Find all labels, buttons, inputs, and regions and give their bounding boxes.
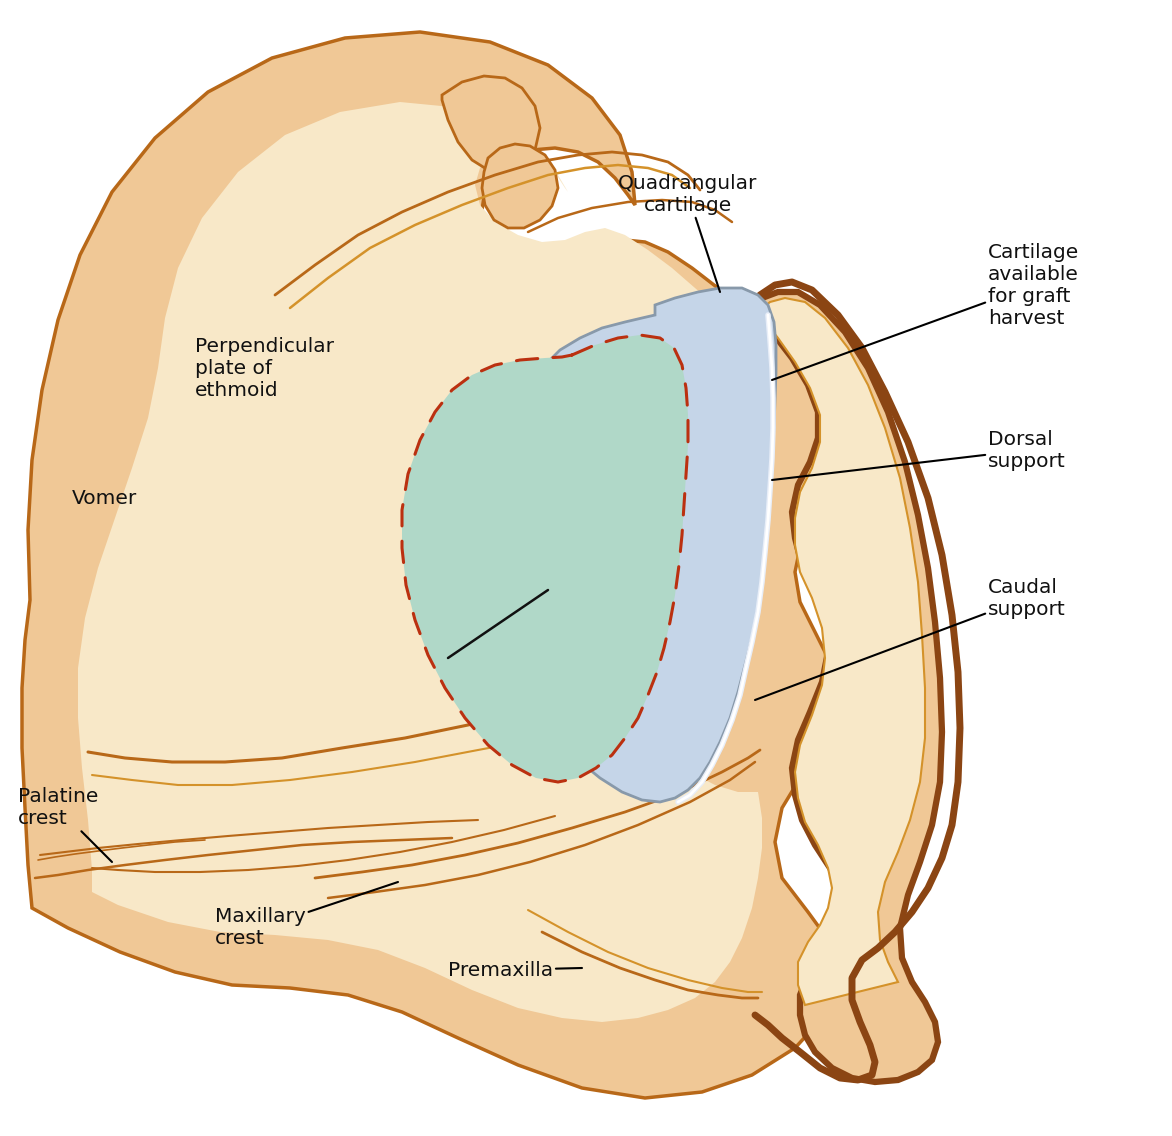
Text: Perpendicular
plate of
ethmoid: Perpendicular plate of ethmoid: [195, 336, 334, 400]
Text: Palatine
crest: Palatine crest: [18, 787, 113, 862]
Polygon shape: [748, 292, 942, 1081]
Polygon shape: [482, 144, 558, 228]
Polygon shape: [442, 76, 540, 172]
Polygon shape: [758, 298, 925, 1005]
Text: Vomer: Vomer: [71, 488, 137, 508]
Polygon shape: [22, 32, 849, 1099]
Text: Cartilage
available
for graft
harvest: Cartilage available for graft harvest: [772, 242, 1079, 381]
Polygon shape: [402, 335, 688, 782]
Text: Caudal
support: Caudal support: [755, 577, 1065, 700]
Polygon shape: [492, 289, 776, 802]
Text: Quadrangular
cartilage: Quadrangular cartilage: [619, 174, 757, 292]
Text: Maxillary
crest: Maxillary crest: [214, 882, 398, 949]
Text: Premaxilla: Premaxilla: [448, 961, 582, 979]
Polygon shape: [79, 102, 762, 1022]
Text: Dorsal
support: Dorsal support: [772, 429, 1065, 481]
